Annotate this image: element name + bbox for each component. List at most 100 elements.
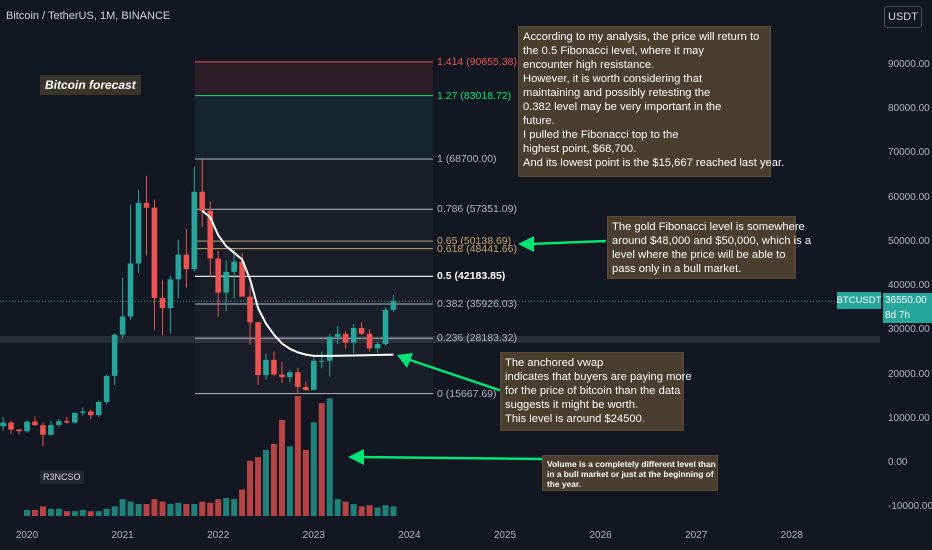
symbol-price-tag: BTCUSDT: [837, 292, 881, 309]
volume-bar: [334, 499, 341, 516]
candle-body: [303, 386, 309, 390]
fib-level-label: 0.65 (50138.69): [437, 235, 512, 248]
candle-body: [390, 301, 397, 310]
volume-bar: [87, 511, 94, 516]
volume-bar: [382, 505, 389, 516]
candle-body: [167, 279, 174, 309]
y-tick-label: 80000.00: [888, 103, 930, 114]
candle-body: [135, 202, 142, 264]
candle-body: [223, 271, 229, 293]
fib-level-label: 1 (68700.00): [437, 153, 497, 165]
volume-bar: [151, 499, 158, 516]
note-line: in a bull market or just at the beginnin…: [547, 469, 714, 480]
candle-body: [191, 191, 198, 270]
candle-body: [40, 425, 46, 435]
volume-bar: [119, 499, 126, 516]
candle-body: [287, 372, 293, 378]
volume-bar: [278, 420, 285, 516]
candle-body: [32, 421, 38, 426]
y-tick-label: 40000.00: [888, 280, 930, 291]
fib-level-label: 1.414 (90655.38): [437, 55, 517, 68]
crosshair-band: [0, 336, 880, 343]
volume-bar: [79, 510, 86, 516]
note-line: pass only in a bull market.: [612, 263, 742, 275]
arrow-to-gold-fib: [529, 239, 607, 246]
volume-bar: [199, 501, 206, 516]
fib-zone-green: [195, 95, 433, 160]
note-line: The gold Fibonacci level is somewhere: [612, 221, 805, 233]
volume-bar: [247, 460, 254, 516]
candle-body: [64, 421, 70, 423]
volume-bar: [358, 506, 365, 516]
note-line: I pulled the Fibonacci top to the: [523, 129, 679, 141]
x-tick-label: 2021: [111, 530, 134, 541]
candle-body: [279, 374, 285, 378]
volume-bar: [366, 505, 373, 516]
note-line: This level is around $24500.: [505, 413, 645, 425]
volume-bar: [159, 501, 166, 516]
candle-body: [8, 422, 14, 430]
arrow-to-vwap-head: [397, 353, 413, 368]
note-line: According to my analysis, the price will…: [523, 31, 760, 43]
volume-bar: [167, 504, 174, 516]
volume-note: Volume is a completely different level t…: [542, 455, 718, 491]
candle-body: [350, 328, 357, 343]
volume-bar: [255, 457, 262, 516]
fib-level-label: 0.5 (42183.85): [437, 270, 506, 283]
candle-body: [255, 322, 261, 375]
volume-bar: [55, 508, 62, 516]
volume-bar: [63, 511, 70, 516]
x-tick-label: 2022: [207, 530, 230, 541]
volume-bar: [31, 510, 38, 516]
note-line: around $48,000 and $50,000, which is a: [612, 235, 812, 247]
note-line: for the price of bitcoin than the data: [505, 385, 681, 397]
candle-body: [326, 336, 333, 361]
volume-bar: [302, 450, 309, 516]
y-tick-label: -10000.00: [888, 501, 932, 513]
note-line: 0.382 level may be very important in the: [523, 101, 722, 113]
candle-body: [72, 412, 78, 423]
x-tick-label: 2023: [302, 530, 325, 541]
candle-countdown: 8d 7h: [883, 308, 932, 323]
fib-level-label: 0.618 (48441.66): [437, 242, 517, 255]
volume-bar: [270, 444, 277, 516]
candle-body: [16, 429, 22, 432]
volume-bar: [103, 508, 110, 516]
volume-bar: [207, 502, 214, 516]
y-tick-label: 0.00: [888, 457, 908, 468]
note-line: encounter high resistance.: [523, 59, 655, 71]
currency-button[interactable]: USDT: [884, 6, 922, 28]
candle-body: [263, 359, 269, 375]
arrow-to-gold-fib-head: [518, 236, 534, 252]
x-tick-label: 2024: [398, 530, 421, 541]
anchored-vwap-line: [201, 210, 394, 357]
volume-bar: [127, 501, 134, 516]
candle-body: [295, 372, 301, 387]
note-line: highest point, $68,700.: [523, 143, 637, 155]
y-tick-label: 70000.00: [888, 147, 930, 159]
candle-body: [271, 359, 277, 375]
arrow-to-volume-head: [348, 449, 364, 465]
chart-title: Bitcoin / TetherUS, 1M, BINANCE: [6, 10, 171, 22]
volume-bar: [135, 504, 142, 516]
candle-body: [0, 422, 6, 427]
y-tick-label: 20000.00: [888, 368, 930, 380]
candle-body: [159, 297, 166, 309]
x-tick-label: 2025: [493, 530, 517, 541]
volume-bar: [191, 504, 198, 516]
volume-bar: [111, 506, 118, 516]
vwap-note: The anchored vwap indicates that buyers …: [500, 352, 692, 431]
candle-body: [175, 254, 182, 280]
note-line: However, it is worth considering that: [523, 73, 703, 85]
candle-body: [87, 411, 94, 416]
volume-bar: [318, 403, 325, 516]
y-tick-label: 90000.00: [888, 58, 930, 70]
candle-body: [111, 334, 118, 376]
volume-bar: [350, 504, 357, 516]
fib-level-label: 0.382 (35926.03): [437, 298, 517, 311]
volume-bar: [95, 511, 102, 516]
note-line: maintaining and possibly retesting the: [523, 87, 711, 99]
candle-body: [119, 316, 126, 335]
x-tick-label: 2026: [589, 530, 612, 541]
